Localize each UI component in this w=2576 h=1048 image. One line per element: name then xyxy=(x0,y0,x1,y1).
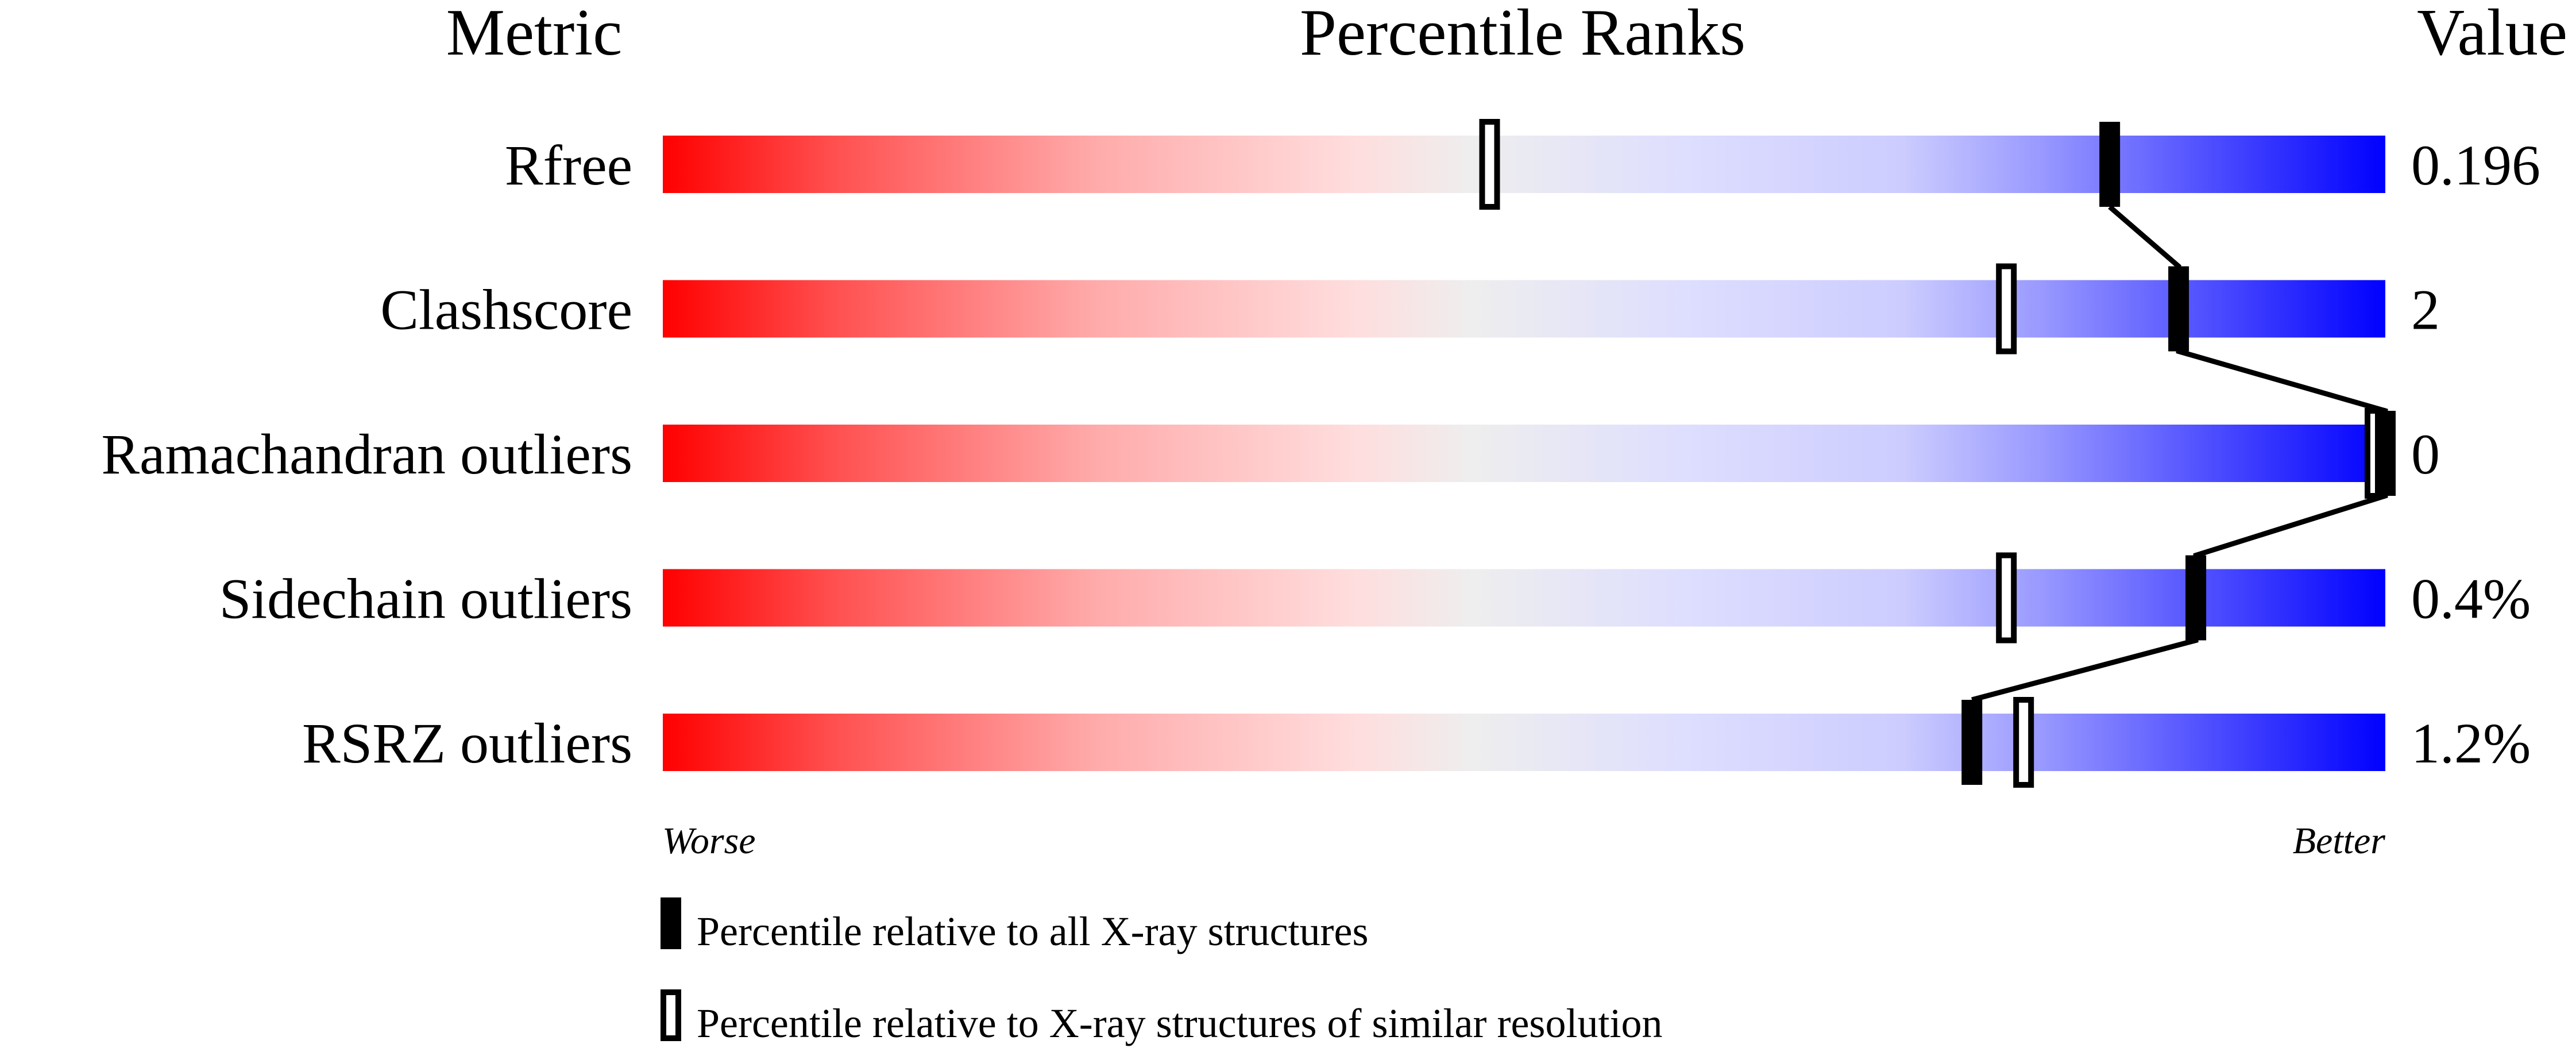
header-value: Value xyxy=(2417,0,2567,69)
marker-all-structures xyxy=(2185,555,2207,641)
legend-filled-marker xyxy=(661,897,681,949)
marker-similar-resolution xyxy=(1996,552,2017,644)
header-percentile-ranks: Percentile Ranks xyxy=(1300,0,1745,69)
legend-open-marker xyxy=(661,989,681,1041)
marker-all-structures xyxy=(2099,122,2121,207)
metric-row: Clashscore 2 xyxy=(380,278,2440,342)
percentile-bar xyxy=(663,714,2385,771)
marker-similar-resolution xyxy=(1479,119,1500,210)
metric-value: 0.4% xyxy=(2411,567,2531,631)
metric-row: RSRZ outliers 1.2% xyxy=(302,711,2531,775)
metric-row: Sidechain outliers 0.4% xyxy=(219,567,2531,631)
metric-label: Clashscore xyxy=(380,278,632,342)
metric-row: Ramachandran outliers 0 xyxy=(101,422,2440,486)
marker-similar-resolution xyxy=(1996,263,2017,355)
metric-value: 1.2% xyxy=(2411,711,2531,775)
metric-label: Ramachandran outliers xyxy=(101,422,632,486)
metric-label: Sidechain outliers xyxy=(219,567,632,631)
metric-value: 0 xyxy=(2411,422,2440,486)
metric-label: RSRZ outliers xyxy=(302,711,632,775)
metric-label: Rfree xyxy=(505,133,632,197)
percentile-bar xyxy=(663,569,2385,627)
legend: Percentile relative to all X-ray structu… xyxy=(661,897,1662,1046)
marker-similar-resolution xyxy=(2013,697,2034,788)
axis-label-better: Better xyxy=(2293,820,2386,862)
marker-all-structures xyxy=(2375,411,2396,496)
marker-all-structures xyxy=(1961,700,1983,785)
header-metric: Metric xyxy=(446,0,623,69)
legend-open-label: Percentile relative to X-ray structures … xyxy=(697,1000,1662,1046)
percentile-bar xyxy=(663,280,2385,338)
legend-filled-label: Percentile relative to all X-ray structu… xyxy=(697,908,1369,954)
metric-row: Rfree 0.196 xyxy=(505,133,2540,197)
metric-value: 0.196 xyxy=(2411,133,2540,197)
metric-value: 2 xyxy=(2411,278,2440,342)
percentile-bar xyxy=(663,136,2385,193)
percentile-bar xyxy=(663,425,2385,482)
axis-label-worse: Worse xyxy=(662,820,756,862)
marker-all-structures xyxy=(2168,266,2189,352)
